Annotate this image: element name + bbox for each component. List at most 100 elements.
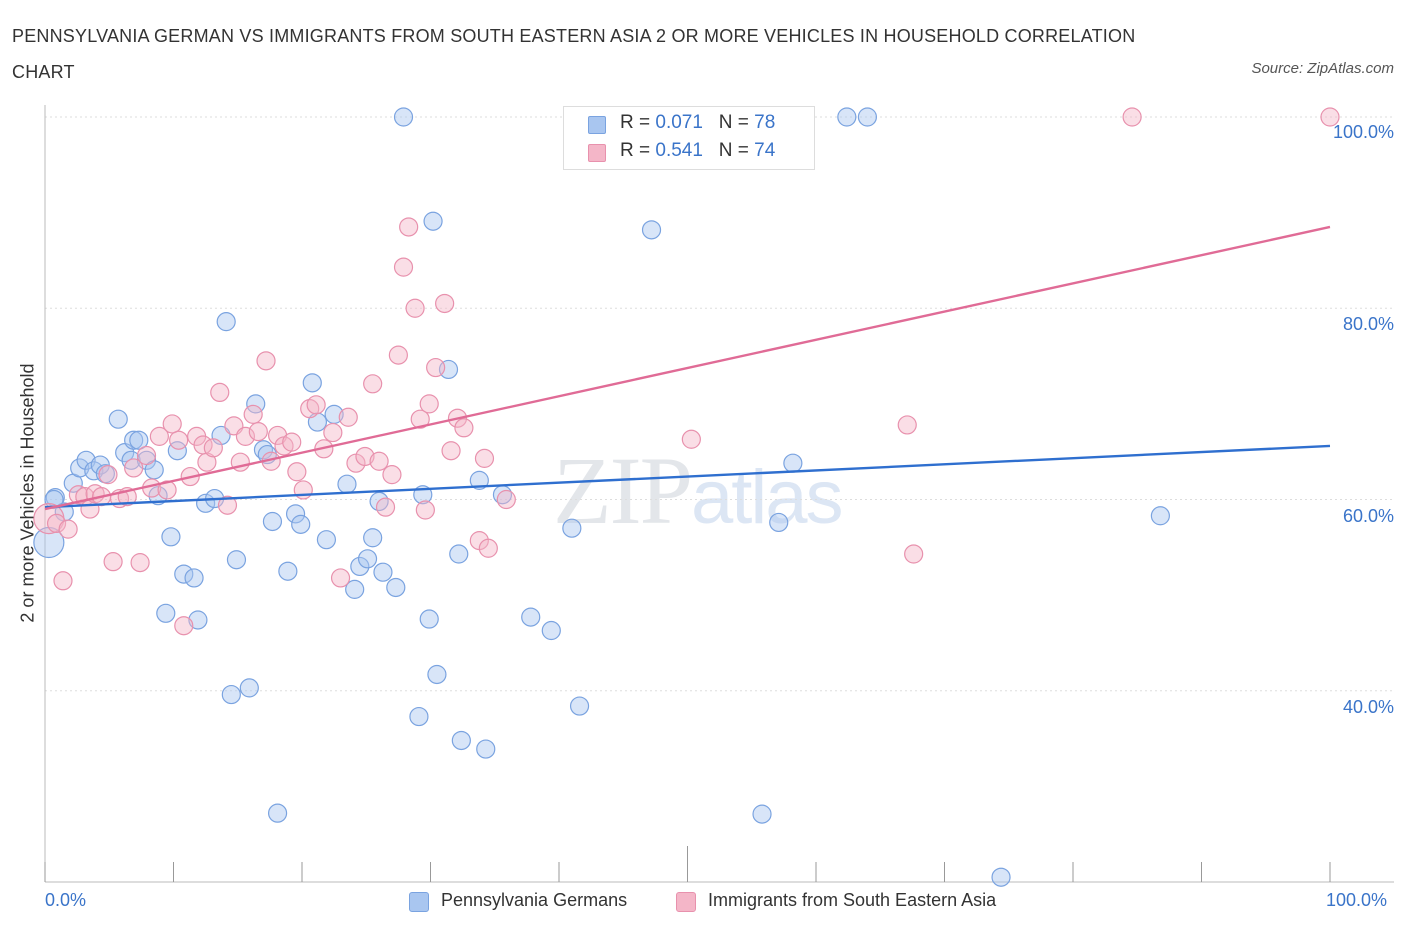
legend-r-value: 0.541 [655,140,703,161]
data-point [161,527,181,547]
data-point [409,706,429,727]
trend-line-pennsylvania-germans [44,444,1331,509]
data-point [451,730,471,751]
data-point [783,453,803,473]
legend-r-label: R = [620,140,656,161]
data-point [256,351,276,371]
legend-swatch-blue [409,892,429,912]
data-point [641,220,662,240]
data-point [454,418,474,438]
data-point [291,514,311,534]
legend-label: Immigrants from South Eastern Asia [708,890,997,910]
data-point [188,610,208,630]
data-point [184,568,204,588]
trend-lines [44,225,1331,511]
series-legend: Pennsylvania Germans Immigrants from Sou… [0,888,1406,916]
data-point [221,684,241,705]
data-point [435,293,455,314]
data-point [124,430,144,450]
data-point [226,550,247,570]
legend-r-label: R = [620,112,656,133]
data-point [216,312,236,332]
chart-title: PENNSYLVANIA GERMAN VS IMMIGRANTS FROM S… [12,26,1136,82]
data-point [262,511,283,532]
data-point [217,495,238,515]
legend-swatch-pink [588,144,606,162]
data-point [569,696,590,716]
data-point [1150,506,1170,526]
data-point [1320,107,1340,127]
legend-n-value: 78 [754,112,776,133]
data-point [174,616,194,636]
data-point [521,607,541,627]
series-immigrants-se-asia [33,107,1340,636]
data-point [427,664,447,685]
data-point [496,489,516,510]
data-point [423,211,443,231]
data-point [541,620,561,641]
data-point [415,500,435,520]
data-point [169,430,189,450]
data-point [469,470,489,490]
data-point [124,458,144,478]
data-point [337,474,357,494]
data-point [393,107,414,127]
data-point [46,513,67,534]
data-point [149,426,169,446]
data-point [476,739,496,759]
legend-r-value: 0.071 [655,112,703,133]
data-point [405,298,425,318]
data-point [278,561,298,581]
data-point [355,446,375,467]
watermark-zip: ZIP [553,437,693,544]
data-point [350,556,370,577]
data-point [248,422,268,442]
y-tick-label-40: 40.0% [1342,697,1394,717]
y-axis-label: 2 or more Vehicles in Household [17,363,38,623]
data-point [752,804,772,824]
legend-n-value: 74 [754,140,776,161]
data-point [239,678,259,698]
data-point [375,497,396,517]
data-point [562,518,582,538]
legend-swatch-blue [588,116,606,134]
data-point [302,373,322,393]
legend-swatch-pink [676,892,696,912]
data-point [904,544,924,564]
data-point [167,441,187,461]
data-point [267,803,288,823]
data-point [338,407,358,427]
data-point [857,107,878,127]
data-point [157,480,177,500]
data-point [203,438,223,458]
data-point [474,448,495,468]
data-point [76,450,96,470]
legend-n-label: N = [718,112,755,133]
data-point [419,394,439,414]
data-point [388,345,408,365]
data-point [162,414,182,434]
x-tick-label-0: 0.0% [45,890,87,910]
data-point [121,450,141,470]
data-point [108,409,128,429]
data-point [174,564,194,584]
data-point [285,504,306,524]
data-point [345,579,365,599]
data-point [386,577,406,598]
data-point [991,867,1011,887]
data-point [419,609,439,629]
data-point [399,217,419,237]
data-point [58,519,78,539]
data-point [410,409,430,429]
data-point [323,422,343,443]
data-point [369,451,389,471]
y-tick-label-100: 100.0% [1332,122,1394,142]
data-point [363,528,383,548]
data-point [449,544,469,564]
data-point [330,568,351,588]
data-point [287,462,307,482]
data-point [197,452,217,472]
data-point [837,107,857,127]
legend-n-label: N = [718,140,755,161]
